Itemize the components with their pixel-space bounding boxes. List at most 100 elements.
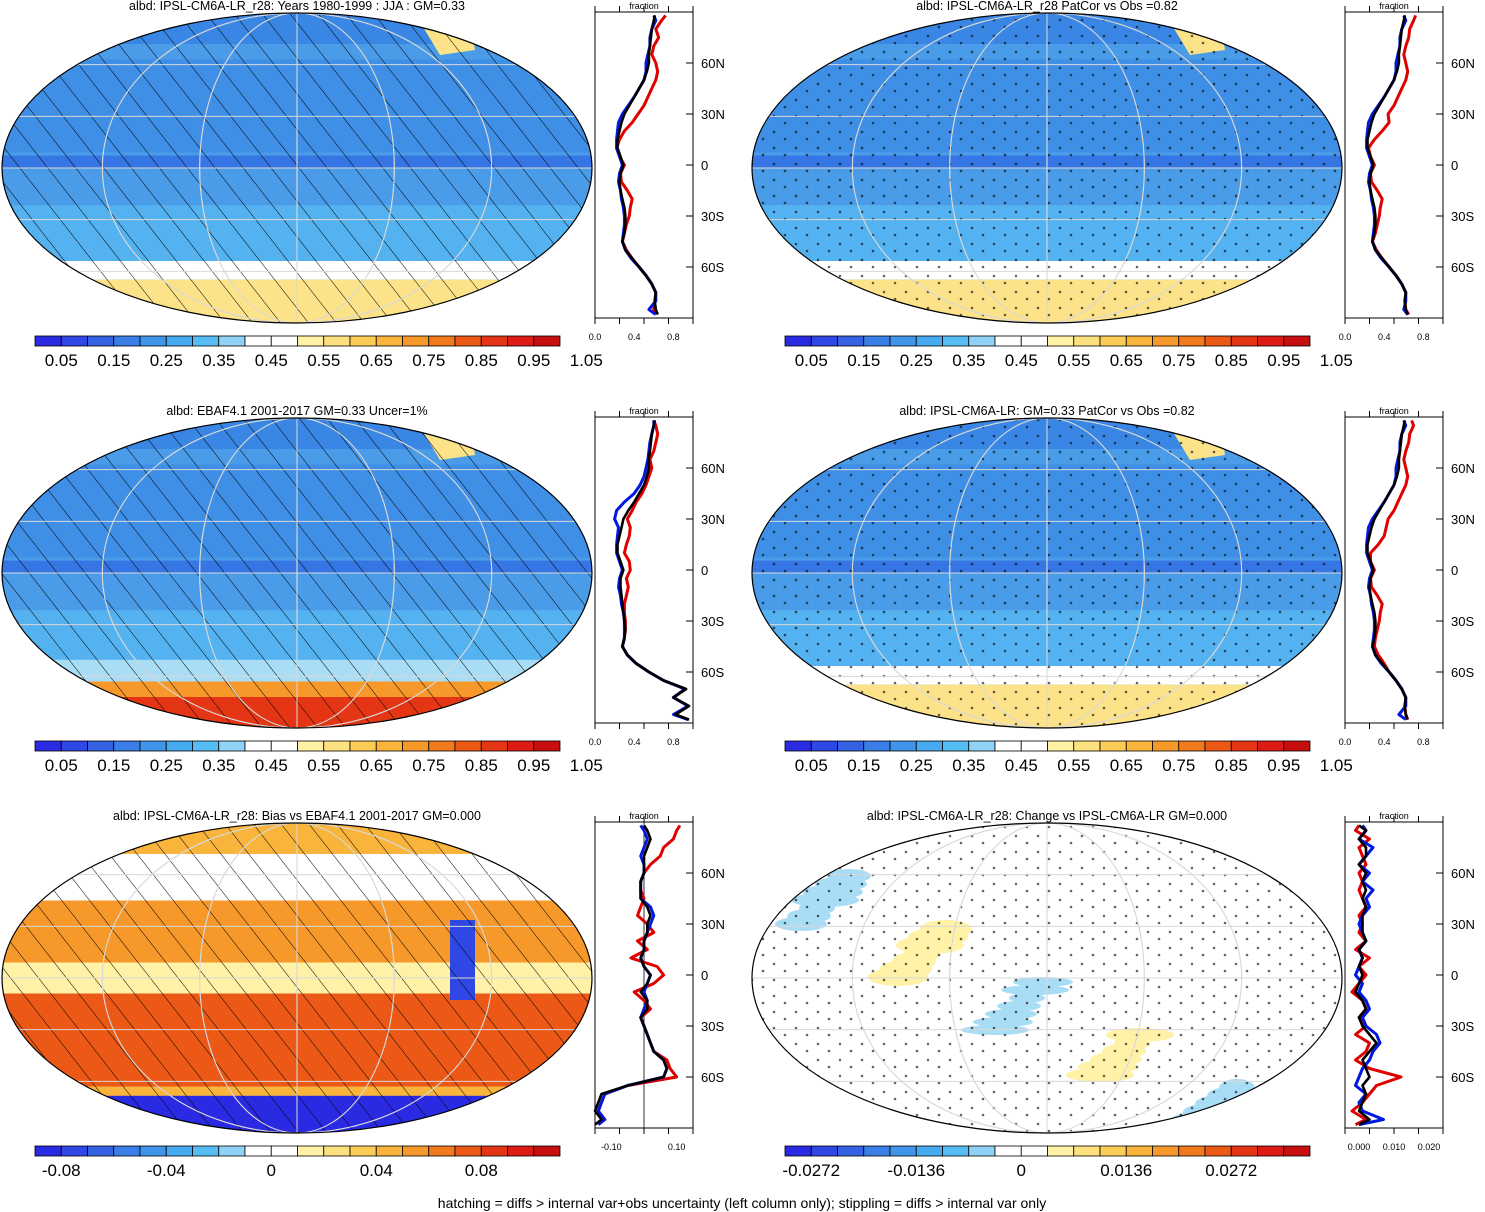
map-outline	[751, 822, 1343, 1134]
colorbar-label: 0.15	[97, 756, 130, 775]
profile-x-tick: 0.8	[1417, 737, 1430, 747]
colorbar-swatch	[1204, 335, 1232, 347]
colorbar-swatch	[889, 740, 917, 752]
colorbar-swatch	[1020, 335, 1048, 347]
colorbar-swatch	[968, 335, 996, 347]
colorbar-label: 0.75	[412, 756, 445, 775]
colorbar-swatch	[1125, 740, 1153, 752]
colorbar-swatch	[1099, 335, 1127, 347]
colorbar-swatch	[428, 335, 456, 347]
colorbar-swatch	[1283, 1145, 1311, 1157]
colorbar-label: 0.25	[150, 351, 183, 370]
colorbar-label: -0.08	[42, 1161, 81, 1180]
colorbar-swatch	[1178, 740, 1206, 752]
colorbar-swatch	[349, 740, 377, 752]
colorbar-swatch	[1257, 335, 1285, 347]
colorbar-swatch	[837, 1145, 865, 1157]
lat-tick-label: 30N	[1451, 107, 1475, 122]
colorbar-label: 0	[1017, 1161, 1026, 1180]
colorbar-label: 0.75	[1162, 756, 1195, 775]
colorbar-swatch	[1073, 1145, 1101, 1157]
colorbar-label: 0.15	[847, 756, 880, 775]
lat-tick-label: 0	[1451, 563, 1458, 578]
panel-1: albd: IPSL-CM6A-LR_r28: Years 1980-1999 …	[1, 0, 725, 370]
map-field	[752, 13, 1342, 323]
lat-tick-label: 30S	[1451, 614, 1474, 629]
colorbar-swatch	[1125, 335, 1153, 347]
colorbar-swatch	[968, 740, 996, 752]
colorbar-swatch	[297, 335, 325, 347]
footer-note: hatching = diffs > internal var+obs unce…	[438, 1195, 1046, 1211]
lat-tick-label: 30N	[1451, 512, 1475, 527]
profile-x-tick: 0.4	[1378, 332, 1391, 342]
colorbar-swatch	[1283, 740, 1311, 752]
colorbar-label: 0.05	[45, 351, 78, 370]
profile-series-line	[616, 15, 659, 316]
map-field	[2, 823, 592, 1133]
colorbar-swatch	[889, 1145, 917, 1157]
panel-2: albd: IPSL-CM6A-LR_r28 PatCor vs Obs =0.…	[751, 0, 1475, 370]
profile-x-tick: 0.4	[1378, 737, 1391, 747]
colorbar-label: 0.15	[847, 351, 880, 370]
colorbar-swatch	[113, 335, 141, 347]
colorbar-swatch	[480, 335, 508, 347]
lat-tick-label: 0	[1451, 158, 1458, 173]
colorbar-label: 0.85	[1215, 351, 1248, 370]
colorbar-swatch	[1152, 1145, 1180, 1157]
colorbar-swatch	[994, 1145, 1022, 1157]
colorbar-swatch	[34, 740, 62, 752]
colorbar-swatch	[192, 1145, 220, 1157]
profile-series-line	[1354, 824, 1378, 1126]
lat-tick-label: 60S	[701, 665, 724, 680]
colorbar-swatch	[810, 1145, 838, 1157]
colorbar-swatch	[1020, 1145, 1048, 1157]
colorbar-swatch	[139, 1145, 167, 1157]
colorbar-label: 0.45	[255, 351, 288, 370]
profile-x-tick: 0.8	[667, 332, 680, 342]
colorbar-swatch	[139, 740, 167, 752]
lat-tick-label: 30N	[701, 917, 725, 932]
colorbar-swatch	[863, 335, 891, 347]
lat-tick-label: 30S	[701, 209, 724, 224]
lat-tick-label: 60N	[1451, 461, 1475, 476]
colorbar-label: 0.0136	[1100, 1161, 1152, 1180]
lat-tick-label: 60S	[701, 260, 724, 275]
profile-x-tick: 0.10	[668, 1142, 686, 1152]
colorbar-label: 0.85	[465, 351, 498, 370]
colorbar-swatch	[297, 740, 325, 752]
panel-title: albd: IPSL-CM6A-LR_r28: Bias vs EBAF4.1 …	[113, 809, 481, 823]
profile-series-line	[1354, 824, 1385, 1127]
colorbar-swatch	[1257, 1145, 1285, 1157]
colorbar-swatch	[165, 1145, 193, 1157]
colorbar-label: 0.95	[1267, 351, 1300, 370]
colorbar-label: 0.35	[952, 351, 985, 370]
colorbar-swatch	[139, 335, 167, 347]
profile-series-line	[1366, 420, 1409, 721]
profile-x-tick: 0.000	[1348, 1142, 1371, 1152]
colorbar-label: -0.04	[147, 1161, 186, 1180]
map-outline	[1, 417, 593, 729]
colorbar-swatch	[942, 1145, 970, 1157]
colorbar-swatch	[810, 335, 838, 347]
colorbar-label: 0.85	[1215, 756, 1248, 775]
lat-tick-label: 60S	[701, 1070, 724, 1085]
colorbar-label: 0.55	[1057, 756, 1090, 775]
colorbar-label: 0.35	[202, 351, 235, 370]
colorbar-swatch	[784, 740, 812, 752]
profile-x-tick: 0.0	[1339, 737, 1352, 747]
colorbar-swatch	[1047, 740, 1075, 752]
colorbar-swatch	[402, 1145, 430, 1157]
colorbar-swatch	[533, 1145, 561, 1157]
colorbar-label: 0.95	[1267, 756, 1300, 775]
lat-tick-label: 0	[701, 158, 708, 173]
colorbar-label: 0.05	[795, 351, 828, 370]
lat-tick-label: 30N	[701, 107, 725, 122]
profile-x-tick: 0.4	[628, 332, 641, 342]
colorbar-swatch	[533, 335, 561, 347]
colorbar-label: -0.0136	[887, 1161, 945, 1180]
panel-5: albd: IPSL-CM6A-LR_r28: Bias vs EBAF4.1 …	[1, 809, 725, 1180]
colorbar-label: 1.05	[570, 756, 603, 775]
colorbar-swatch	[1178, 1145, 1206, 1157]
colorbar-swatch	[402, 740, 430, 752]
colorbar-swatch	[192, 335, 220, 347]
